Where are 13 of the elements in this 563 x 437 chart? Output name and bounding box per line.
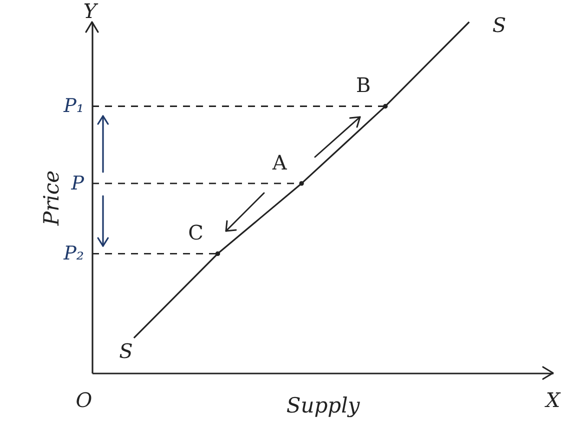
ref-line-label: P: [70, 172, 86, 194]
text: O: [76, 388, 92, 412]
annotation: B: [356, 73, 371, 98]
text: S: [492, 13, 506, 37]
series-label: S: [119, 338, 133, 363]
x-axis-title: Supply: [286, 394, 361, 418]
annotation: Y: [83, 0, 98, 23]
ref-line-label: P₁: [62, 95, 84, 118]
annotation: C: [188, 220, 204, 245]
ref-line-label: P₂: [62, 242, 84, 265]
y-axis-title: Price: [40, 170, 64, 227]
annotation: A: [271, 150, 288, 174]
text: X: [544, 388, 561, 412]
